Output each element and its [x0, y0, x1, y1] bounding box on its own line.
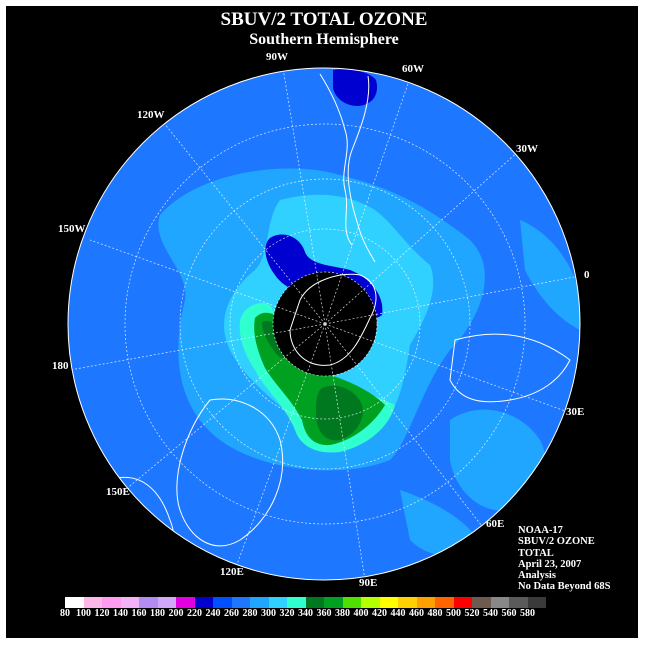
color-scale-swatch	[453, 597, 472, 608]
color-scale-tick-label: 340	[298, 608, 313, 619]
color-scale-swatch	[472, 597, 491, 608]
map-title: SBUV/2 TOTAL OZONE	[220, 9, 428, 30]
color-scale-swatch	[102, 597, 121, 608]
color-scale-swatch	[83, 597, 102, 608]
color-scale-tick-label: 380	[335, 608, 350, 619]
color-scale-swatch	[268, 597, 287, 608]
lon-label-120e: 120E	[220, 566, 244, 578]
color-scale-swatch	[527, 597, 546, 608]
info-field: TOTAL	[518, 547, 554, 559]
ozone-region-medium-east	[450, 409, 546, 511]
graticule	[69, 68, 580, 580]
color-scale-swatch	[435, 597, 454, 608]
color-scale-tick-label: 320	[279, 608, 295, 619]
map-boundary	[67, 67, 581, 581]
color-scale-swatch	[120, 597, 139, 608]
product-info: NOAA-17 SBUV/2 OZONE TOTAL April 23, 200…	[518, 525, 610, 593]
color-scale-swatch	[194, 597, 213, 608]
color-scale-tick-label: 480	[427, 608, 443, 619]
color-scale-tick-label: 440	[390, 608, 406, 619]
color-scale-swatch	[176, 597, 195, 608]
color-scale-swatch	[250, 597, 269, 608]
color-scale-tick-label: 360	[316, 608, 332, 619]
color-scale-tick-label: 400	[353, 608, 369, 619]
map-subtitle: Southern Hemisphere	[249, 31, 399, 48]
color-scale-swatch	[398, 597, 417, 608]
color-scale-tick-label: 420	[372, 608, 387, 619]
lon-label-30w: 30W	[516, 143, 538, 155]
ozone-region-dark-green	[316, 385, 363, 441]
info-type: Analysis	[518, 570, 556, 582]
lon-label-90w: 90W	[266, 51, 288, 63]
lon-label-60e: 60E	[486, 518, 505, 530]
color-scale-tick-label: 80	[60, 608, 70, 619]
ozone-region-medium-south	[400, 490, 480, 556]
color-scale-swatch	[416, 597, 435, 608]
lon-label-150w: 150W	[58, 223, 86, 235]
color-scale-swatch	[231, 597, 250, 608]
lon-label-60w: 60W	[402, 63, 424, 75]
australia-coast	[176, 398, 284, 547]
south-america-east-coast	[347, 75, 376, 263]
color-scale-tick-label: 500	[446, 608, 461, 619]
color-scale	[65, 597, 546, 608]
color-scale-swatch	[213, 597, 232, 608]
color-scale-tick-label: 280	[242, 608, 258, 619]
lon-label-0: 0	[584, 269, 590, 281]
color-scale-tick-label: 580	[520, 608, 535, 619]
color-scale-tick-label: 140	[113, 608, 128, 619]
lon-label-120w: 120W	[137, 109, 165, 121]
color-scale-tick-label: 260	[224, 608, 239, 619]
color-scale-tick-label: 300	[261, 608, 276, 619]
ozone-region-dark-blue-north	[333, 69, 378, 106]
color-scale-swatch	[65, 597, 84, 608]
color-scale-swatch	[157, 597, 176, 608]
color-scale-swatch	[324, 597, 343, 608]
ozone-region-medium-edge	[520, 220, 580, 330]
color-scale-swatch	[361, 597, 380, 608]
south-america-coast	[319, 73, 353, 246]
color-scale-swatch	[379, 597, 398, 608]
color-scale-tick-label: 460	[409, 608, 424, 619]
info-product: SBUV/2 OZONE	[518, 536, 595, 548]
ozone-field	[68, 68, 580, 580]
color-scale-swatch	[287, 597, 306, 608]
color-scale-swatch	[490, 597, 509, 608]
color-scale-tick-label: 200	[168, 608, 184, 619]
color-scale-swatch	[139, 597, 158, 608]
color-scale-swatch	[342, 597, 361, 608]
lon-label-30e: 30E	[566, 406, 585, 418]
lon-label-150e: 150E	[106, 486, 130, 498]
color-scale-swatch	[305, 597, 324, 608]
color-scale-tick-label: 520	[464, 608, 480, 619]
color-scale-tick-label: 560	[501, 608, 517, 619]
color-scale-swatch	[509, 597, 528, 608]
color-scale-tick-label: 220	[187, 608, 202, 619]
africa-coast	[449, 333, 571, 403]
info-date: April 23, 2007	[518, 558, 582, 570]
lon-label-180: 180	[52, 360, 69, 372]
color-scale-tick-label: 180	[150, 608, 165, 619]
color-scale-ticks: 80 100 120 140 160 180 200 220 240 260 280 300 320 34…	[0, 608, 648, 622]
color-scale-tick-label: 540	[483, 608, 498, 619]
info-note: No Data Beyond 68S	[518, 581, 611, 593]
antarctica-coast	[289, 273, 377, 366]
color-scale-tick-label: 240	[205, 608, 221, 619]
color-scale-tick-label: 120	[94, 608, 110, 619]
color-scale-tick-label: 160	[131, 608, 147, 619]
info-satellite: NOAA-17	[518, 525, 563, 536]
color-scale-tick-label: 100	[76, 608, 91, 619]
lon-label-90e: 90E	[359, 577, 378, 589]
